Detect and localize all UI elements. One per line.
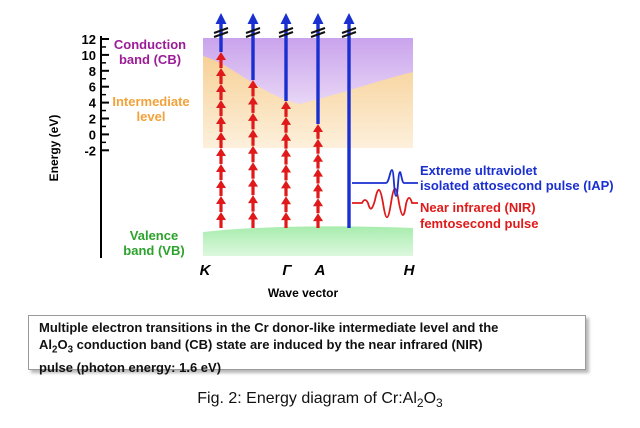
nir-photon-arrow-head (281, 116, 291, 125)
y-axis-tick-label: 8 (89, 64, 96, 79)
o-text: O (57, 337, 68, 352)
y-axis-tick-label: -2 (84, 143, 96, 158)
nir-photon-arrow-head (248, 112, 258, 121)
euv-arrow-head (312, 13, 324, 24)
description-line-2: conduction band (CB) state are induced b… (73, 337, 483, 352)
nir-photon-arrow-head (216, 148, 226, 156)
y-axis-tick-label: 0 (89, 127, 96, 142)
euv-arrow-head (280, 13, 292, 24)
nir-photon-arrow-head (281, 101, 291, 109)
k-point-label-k: K (200, 262, 212, 279)
axis-break-mark (245, 27, 261, 34)
k-point-label-gamma: Γ (282, 262, 292, 279)
figure-caption: Fig. 2: Energy diagram of Cr:Al2O3 (0, 390, 640, 410)
nir-pulse-waveform (352, 187, 418, 219)
euv-label-2: isolated attosecond pulse (IAP) (420, 178, 614, 193)
figure-caption-sub2: 2 (416, 396, 424, 411)
figure-caption-o: O (423, 390, 437, 407)
x-axis-label: Wave vector (268, 286, 339, 300)
k-point-label-h: H (404, 262, 416, 279)
nir-label-1: Near infrared (NIR) (420, 200, 536, 215)
nir-photon-arrow-head (281, 196, 291, 205)
nir-photon-arrow-head (313, 153, 323, 162)
transition-columns (213, 13, 357, 228)
axis-break-mark (213, 31, 229, 38)
euv-pulse-waveform (352, 169, 418, 197)
nir-photon-arrow-head (281, 148, 291, 157)
nir-photon-arrow-head (248, 211, 258, 220)
nir-photon-arrow-head (216, 212, 226, 220)
nir-photon-arrow-head (248, 96, 258, 105)
axis-break-mark (278, 31, 294, 38)
nir-label-2: femtosecond pulse (420, 216, 538, 231)
nir-photon-arrow-head (216, 164, 226, 172)
euv-arrow-head (343, 13, 355, 24)
nir-photon-arrow-head (248, 162, 258, 171)
nir-photon-arrow-head (313, 213, 323, 222)
conduction-band-region (203, 38, 413, 104)
nir-photon-arrow-head (313, 198, 323, 207)
nir-photon-arrow-head (248, 129, 258, 138)
y-axis-tick-label: 2 (89, 112, 96, 127)
valence-band-label-2: band (VB) (123, 243, 184, 258)
description-box: Multiple electron transitions in the Cr … (28, 315, 586, 375)
nir-photon-arrow-head (248, 195, 258, 204)
y-axis-tick-label: 6 (89, 80, 96, 95)
y-axis-tick-label: 12 (82, 32, 96, 47)
axis-break-mark (278, 27, 294, 34)
description-line-1: Multiple electron transitions in the Cr … (39, 320, 499, 335)
nir-photon-arrow-head (313, 183, 323, 192)
nir-photon-arrow-head (248, 178, 258, 187)
valence-band-region (203, 226, 413, 256)
conduction-band-label-2: band (CB) (119, 52, 181, 67)
nir-photon-arrow-head (216, 84, 226, 92)
nir-photon-arrow-head (281, 132, 291, 141)
intermediate-level-label-2: level (137, 109, 166, 124)
nir-photon-arrow-head (248, 145, 258, 154)
valence-band-label-1: Valence (130, 228, 178, 243)
k-point-label-a: A (314, 262, 326, 279)
y-axis-label: Energy (eV) (47, 115, 61, 182)
axis-break-mark (310, 31, 326, 38)
nir-photon-arrow-head (216, 52, 226, 60)
description-line-3: pulse (photon energy: 1.6 eV) (39, 359, 222, 375)
nir-photon-arrow-head (313, 138, 323, 147)
al-text: Al (39, 337, 52, 352)
nir-photon-arrow-head (281, 164, 291, 173)
nir-photon-arrow-head (248, 80, 258, 88)
nir-photon-arrow-head (216, 68, 226, 76)
conduction-band-label-1: Conduction (114, 37, 186, 52)
nir-photon-arrow-head (281, 212, 291, 221)
nir-photon-arrow-head (216, 132, 226, 140)
nir-photon-arrow-head (216, 116, 226, 124)
axis-break-mark (341, 27, 357, 34)
nir-photon-arrow-head (313, 124, 323, 132)
figure-caption-sub3: 3 (436, 396, 443, 411)
euv-arrow-head (215, 13, 227, 24)
euv-label-1: Extreme ultraviolet (420, 163, 538, 178)
euv-arrow-head (247, 13, 259, 24)
nir-photon-arrow-head (216, 100, 226, 108)
intermediate-level-label-1: Intermediate (112, 94, 189, 109)
nir-photon-arrow-head (281, 180, 291, 189)
figure-caption-prefix: Fig. 2: Energy diagram of Cr:Al (197, 390, 417, 407)
o-subscript: 3 (67, 344, 73, 356)
axis-break-mark (341, 31, 357, 38)
al-subscript: 2 (52, 344, 58, 356)
y-axis-tick-label: 4 (89, 96, 97, 111)
nir-photon-arrow-head (216, 196, 226, 204)
axis-break-mark (213, 27, 229, 34)
axis-break-mark (310, 27, 326, 34)
nir-photon-arrow-head (313, 168, 323, 177)
y-axis-tick-label: 10 (82, 48, 96, 63)
axis-break-mark (245, 31, 261, 38)
nir-photon-arrow-head (216, 180, 226, 188)
